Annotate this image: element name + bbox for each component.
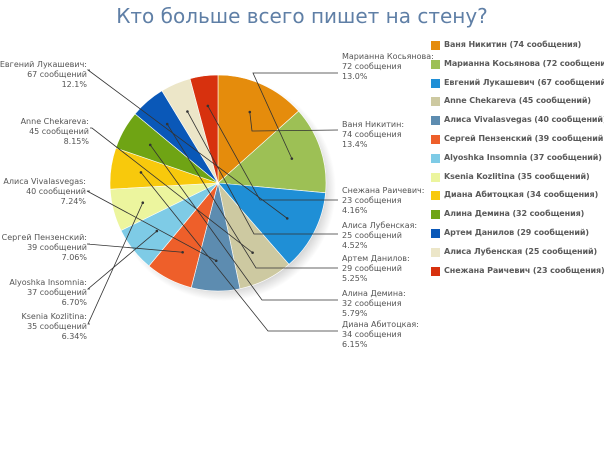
slice-label: Ksenia Kozlitina:	[22, 312, 88, 321]
leader-line	[187, 111, 338, 235]
slice-label: Алиса Vivalasvegas:	[3, 177, 86, 186]
leader-line	[87, 202, 144, 325]
slice-label: Марианна Косьянова:	[342, 52, 434, 61]
legend-item: Снежана Раичевич (23 сообщения)	[430, 265, 604, 284]
slice-label: 12.1%	[62, 80, 88, 89]
slice-label: Alyoshka Insomnia:	[9, 278, 87, 287]
slice-label: Anne Chekareva:	[21, 117, 89, 126]
slice-label: 4.52%	[342, 241, 368, 250]
slice-label: 23 сообщения	[342, 196, 402, 205]
leader-line	[86, 243, 183, 253]
slice-label: 5.79%	[342, 309, 368, 318]
leader-line	[86, 69, 288, 219]
slice-label: Снежана Раичевич:	[342, 186, 424, 195]
slice-label: 13.4%	[342, 140, 368, 149]
slice-label: Диана Абитоцкая:	[342, 320, 419, 329]
slice-label: 6.15%	[342, 340, 368, 349]
chart-title: Кто больше всего пишет на стену?	[116, 4, 488, 28]
slice-label: Евгений Лукашевич:	[0, 60, 87, 69]
legend-item: Алиса Vivalasvegas (40 сообщений)	[430, 114, 604, 133]
legend-swatch	[431, 97, 440, 107]
slice-label: 37 сообщений	[27, 288, 87, 297]
legend-swatch	[431, 41, 440, 50]
legend-swatch	[431, 228, 440, 238]
slice-label: 34 сообщения	[342, 330, 402, 339]
legend-item: Марианна Косьянова (72 сообщения)	[430, 58, 604, 77]
pie-slice	[217, 74, 300, 184]
leader-line	[249, 111, 339, 132]
slice-label: 72 сообщения	[342, 62, 402, 71]
leader-line	[86, 230, 158, 290]
pie-slice	[189, 74, 219, 184]
legend-label: Anne Chekareva (45 сообщений)	[444, 96, 591, 106]
legend-label: Alyoshka Insomnia (37 сообщений)	[444, 152, 602, 162]
legend-item: Anne Chekareva (45 сообщений)	[430, 95, 604, 114]
legend-label: Алиса Лубенская (25 сообщений)	[444, 246, 598, 256]
legend-swatch	[431, 153, 440, 163]
legend-label: Марианна Косьянова (72 сообщения)	[444, 58, 604, 68]
leader-line	[86, 190, 217, 262]
pie-slice	[217, 182, 326, 265]
legend-label: Алина Демина (32 сообщения)	[444, 209, 585, 219]
leader-line	[166, 123, 338, 269]
legend-item: Артем Данилов (29 сообщений)	[430, 227, 604, 246]
legend-label: Евгений Лукашевич (67 сообщений)	[444, 77, 604, 87]
slice-label: Артем Данилов:	[342, 254, 410, 263]
slice-label: 6.70%	[62, 298, 88, 307]
legend-swatch	[431, 191, 440, 201]
slice-label: Алина Демина:	[342, 289, 406, 298]
slice-label: Ваня Никитин:	[342, 120, 404, 129]
legend: Ваня Никитин (74 сообщения) Марианна Кось…	[430, 39, 604, 283]
slice-label: 6.34%	[62, 332, 88, 341]
slice-label: Алиса Лубенская:	[342, 221, 417, 230]
slice-label: 25 сообщений	[342, 231, 402, 240]
slice-label: 67 сообщений	[27, 70, 87, 79]
legend-label: Алиса Vivalasvegas (40 сообщений)	[444, 115, 604, 125]
legend-label: Ваня Никитин (74 сообщения)	[444, 40, 582, 49]
leader-line	[149, 144, 338, 301]
slice-label: 5.25%	[342, 274, 368, 283]
legend-item: Ksenia Kozlitina (35 сообщений)	[430, 171, 604, 190]
slice-label: 4.16%	[342, 206, 368, 215]
leader-line	[207, 105, 338, 201]
legend-item: Ваня Никитин (74 сообщения)	[430, 39, 604, 58]
legend-item: Сергей Пензенский (39 сообщений)	[430, 133, 604, 152]
legend-label: Снежана Раичевич (23 сообщения)	[444, 265, 604, 275]
slice-label: 40 сообщений	[26, 187, 86, 196]
legend-item: Алина Демина (32 сообщения)	[430, 208, 604, 227]
legend-swatch	[431, 59, 440, 69]
legend-swatch	[431, 247, 440, 257]
legend-item: Диана Абитоцкая (34 сообщения)	[430, 189, 604, 208]
slice-label: 45 сообщений	[29, 127, 89, 136]
legend-swatch	[431, 134, 440, 144]
slice-label: 74 сообщения	[342, 130, 402, 139]
legend-item: Алиса Лубенская (25 сообщений)	[430, 246, 604, 265]
leader-line	[252, 72, 338, 159]
legend-label: Диана Абитоцкая (34 сообщения)	[444, 190, 599, 200]
legend-swatch	[431, 210, 440, 220]
legend-label: Ksenia Kozlitina (35 сообщений)	[444, 171, 590, 181]
legend-swatch	[431, 116, 440, 126]
slice-label: 32 сообщения	[342, 299, 402, 308]
legend-label: Артем Данилов (29 сообщений)	[444, 227, 589, 237]
slice-label: 35 сообщений	[27, 322, 87, 331]
legend-swatch	[431, 172, 440, 182]
slice-label: 13.0%	[342, 72, 368, 81]
slice-label: 7.24%	[61, 197, 87, 206]
legend-swatch	[431, 266, 440, 276]
slice-label: 8.15%	[64, 137, 90, 146]
leader-line	[90, 127, 253, 253]
legend-label: Сергей Пензенский (39 сообщений)	[444, 133, 604, 143]
slice-label: Сергей Пензенский:	[2, 233, 87, 242]
slice-label: 7.06%	[62, 253, 88, 262]
leader-line	[140, 172, 338, 332]
slice-label: 39 сообщений	[27, 243, 87, 252]
legend-item: Евгений Лукашевич (67 сообщений)	[430, 77, 604, 96]
slice-label: 29 сообщений	[342, 264, 402, 273]
legend-swatch	[431, 78, 440, 88]
legend-item: Alyoshka Insomnia (37 сообщений)	[430, 152, 604, 171]
